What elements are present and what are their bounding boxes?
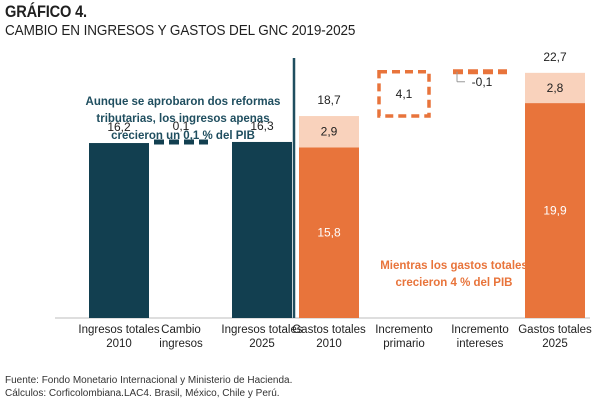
calc-note: Cálculos: Corficolombiana.LAC4. Brasil, … <box>5 388 280 399</box>
bar-segment <box>299 147 359 318</box>
delta-label: 0,1 <box>173 119 190 133</box>
delta-box <box>377 70 431 118</box>
category-label: ingresos <box>159 338 203 350</box>
category-label: 2025 <box>542 338 568 350</box>
category-label: 2010 <box>106 338 132 350</box>
chart-title: GRÁFICO 4. <box>5 2 87 21</box>
segment-label: 2,8 <box>547 81 564 95</box>
bar-segment <box>89 143 149 318</box>
chart-subtitle: CAMBIO EN INGRESOS Y GASTOS DEL GNC 2019… <box>5 22 356 39</box>
category-label: 2025 <box>249 338 275 350</box>
source-note: Fuente: Fondo Monetario Internacional y … <box>5 375 293 386</box>
category-label: Ingresos totales <box>78 324 159 336</box>
category-label: intereses <box>457 338 504 350</box>
expense-annotation: Mientras los gastos totales crecieron 4 … <box>380 260 528 289</box>
revenue-annotation: Aunque se aprobaron dos reformas tributa… <box>85 96 281 142</box>
category-label: Gastos totales <box>292 324 366 336</box>
category-label: Cambio <box>161 324 201 336</box>
total-label: 22,7 <box>543 50 567 64</box>
segment-label: 2,9 <box>321 125 338 139</box>
total-label: 16,2 <box>107 120 131 134</box>
total-label: 18,7 <box>317 93 341 107</box>
segment-label: 15,8 <box>317 226 341 240</box>
category-label: Gastos totales <box>518 324 592 336</box>
category-label: 2010 <box>316 338 342 350</box>
bar-segment <box>525 72 585 104</box>
delta-label: 4,1 <box>396 87 413 101</box>
category-label: Incremento <box>375 324 433 336</box>
segment-label: 19,9 <box>543 204 567 218</box>
delta-label: -0,1 <box>472 75 493 89</box>
category-label: Incremento <box>451 324 509 336</box>
bar-segment <box>232 141 292 318</box>
category-label: Ingresos totales <box>221 324 302 336</box>
total-label: 16,3 <box>250 119 274 133</box>
category-label: primario <box>383 338 425 350</box>
bar-segment <box>299 116 359 148</box>
bar-segment <box>525 103 585 318</box>
